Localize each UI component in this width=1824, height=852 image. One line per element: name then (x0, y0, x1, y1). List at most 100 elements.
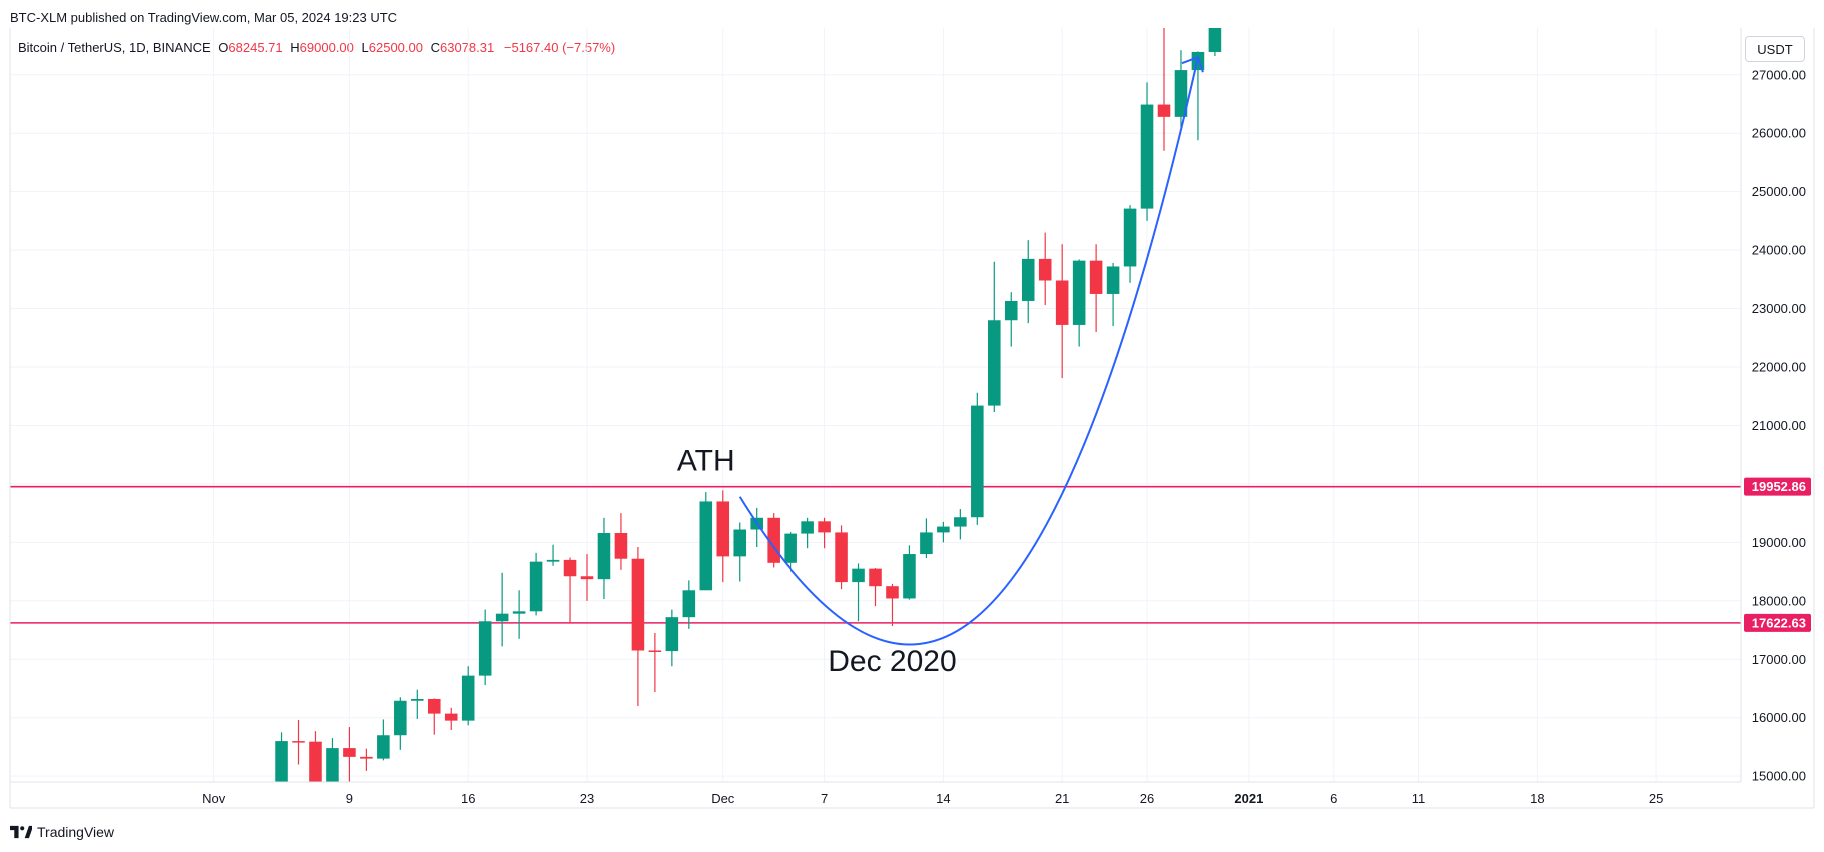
candle-body (444, 713, 458, 721)
time-tick-label: 26 (1140, 791, 1154, 806)
candle-up[interactable] (954, 509, 967, 540)
candle-down[interactable] (309, 731, 322, 814)
candle-body (648, 650, 662, 652)
high-label: H (290, 40, 300, 55)
candle-body (1140, 104, 1154, 209)
symbol-name[interactable]: Bitcoin / TetherUS, 1D, BINANCE (18, 40, 211, 55)
candle-up[interactable] (750, 507, 763, 548)
candle-down[interactable] (343, 727, 356, 788)
candle-down[interactable] (292, 720, 305, 765)
candle-up[interactable] (733, 522, 747, 582)
curve-path[interactable] (738, 57, 1199, 646)
time-tick-label: 16 (461, 791, 475, 806)
candle-down[interactable] (716, 490, 730, 583)
curve-drawing (738, 55, 1204, 646)
candle-up[interactable] (1208, 0, 1222, 57)
candle-body (1038, 258, 1052, 281)
candle-up[interactable] (682, 580, 696, 629)
candle-body (1174, 70, 1188, 117)
candle-up[interactable] (461, 666, 475, 726)
candle-up[interactable] (377, 719, 390, 761)
candle-body (869, 568, 882, 587)
candle-up[interactable] (411, 689, 424, 719)
candle-body (1004, 300, 1018, 321)
candle-body (343, 748, 356, 757)
candle-up[interactable] (1123, 205, 1137, 283)
candle-body (563, 559, 577, 577)
candle-body (937, 526, 950, 533)
time-tick-label: 18 (1530, 791, 1544, 806)
candle-body (377, 735, 390, 759)
candle-up[interactable] (394, 697, 407, 750)
candle-up[interactable] (903, 545, 916, 600)
candle-down[interactable] (1089, 244, 1103, 332)
tradingview-brand[interactable]: TradingView (10, 824, 114, 840)
candle-up[interactable] (699, 492, 713, 591)
candle-body (920, 532, 933, 555)
candle-up[interactable] (1004, 292, 1018, 347)
candle-down[interactable] (648, 632, 662, 692)
candle-up[interactable] (275, 732, 288, 828)
candle-up[interactable] (801, 517, 814, 549)
candle-down[interactable] (1157, 0, 1171, 151)
currency-button[interactable]: USDT (1745, 36, 1805, 62)
candle-down[interactable] (360, 748, 373, 771)
price-tick-label: 27000.00 (1752, 67, 1806, 82)
candle-down[interactable] (614, 513, 628, 570)
candle-down[interactable] (835, 525, 848, 590)
candle-down[interactable] (869, 568, 882, 607)
candle-up[interactable] (495, 572, 509, 647)
candle-up[interactable] (852, 563, 865, 622)
candle-down[interactable] (427, 698, 441, 735)
candle-body (784, 533, 797, 563)
chart-annotation-text[interactable]: ATH (677, 444, 735, 477)
candle-up[interactable] (512, 590, 526, 639)
candle-body (1089, 260, 1103, 294)
candle-up[interactable] (546, 544, 560, 566)
candle-up[interactable] (988, 261, 1001, 413)
candle-up[interactable] (1072, 259, 1086, 347)
candle-down[interactable] (886, 583, 899, 626)
candle-up[interactable] (1140, 82, 1154, 221)
candle-up[interactable] (1174, 50, 1188, 128)
chart-annotation-text[interactable]: Dec 2020 (828, 645, 956, 678)
candle-up[interactable] (971, 392, 984, 525)
candle-body (733, 529, 747, 557)
price-tick-label: 23000.00 (1752, 301, 1806, 316)
candle-body (597, 533, 611, 580)
level-price-badges: 19952.86 17622.63 (1744, 477, 1811, 632)
chart-axes (9, 28, 1815, 809)
candle-body (478, 621, 492, 676)
candle-body (835, 532, 848, 583)
candle-body (903, 554, 916, 599)
candle-up[interactable] (326, 738, 339, 794)
candle-down[interactable] (631, 547, 645, 707)
candle-down[interactable] (444, 707, 458, 730)
candle-body (275, 741, 288, 782)
candle-down[interactable] (563, 557, 577, 624)
candle-up[interactable] (1021, 240, 1035, 324)
time-tick-label: 14 (936, 791, 950, 806)
time-tick-label: 2021 (1234, 791, 1263, 806)
open-value: 68245.71 (228, 40, 283, 55)
candle-up[interactable] (529, 552, 543, 616)
candle-up[interactable] (937, 521, 950, 543)
candle-body (1021, 258, 1035, 301)
candle-down[interactable] (580, 554, 594, 601)
candle-down[interactable] (1038, 232, 1052, 306)
candle-up[interactable] (1106, 262, 1120, 327)
candle-up[interactable] (665, 609, 679, 667)
close-label: C (430, 40, 441, 55)
candle-body (886, 586, 899, 599)
candle-up[interactable] (784, 531, 797, 572)
candle-up[interactable] (478, 609, 492, 685)
price-axis-labels[interactable]: 15000.00 16000.00 17000.00 18000.00 19000.00… (1752, 67, 1806, 783)
time-axis-labels[interactable]: Nov 9 16 23 Dec 7 14 21 26 2021 6 11 18 25 (202, 791, 1663, 806)
candle-down[interactable] (1055, 244, 1069, 379)
candle-down[interactable] (818, 517, 831, 549)
candle-up[interactable] (597, 517, 611, 600)
candle-up[interactable] (920, 518, 933, 559)
price-tick-label: 16000.00 (1752, 710, 1806, 725)
candle-up[interactable] (1191, 51, 1205, 141)
